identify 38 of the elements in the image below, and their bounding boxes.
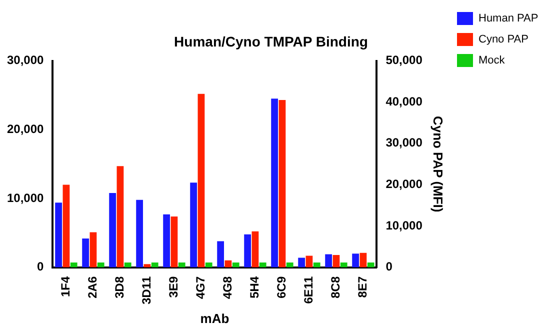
bar (198, 94, 205, 268)
chart-title: Human/Cyno TMPAP Binding (174, 33, 368, 50)
x-tick-label: 1F4 (58, 276, 73, 298)
y2-tick-label: 10,000 (386, 218, 423, 232)
legend-label: Mock (478, 54, 506, 67)
y2-axis-title: Cyno PAP (MFI) (430, 116, 446, 212)
bar (124, 262, 132, 268)
bar (217, 241, 224, 268)
x-tick-label: 3D11 (140, 276, 154, 304)
y-tick-label: 0 (37, 260, 44, 274)
x-tick-label: 5H4 (248, 276, 262, 298)
y2-tick-label: 30,000 (386, 136, 423, 150)
bar (136, 200, 143, 268)
bar (259, 262, 266, 268)
x-tick-label: 8C8 (328, 276, 343, 298)
y2-tick-label: 50,000 (386, 53, 423, 68)
x-tick-label: 8E7 (356, 276, 370, 298)
x-tick-label: 6E11 (302, 276, 316, 304)
y-tick-label: 10,000 (7, 190, 44, 205)
bar (178, 262, 186, 268)
x-tick-label: 3D8 (112, 276, 127, 298)
x-tick-label: 2A6 (86, 276, 100, 298)
x-axis-title: mAb (200, 310, 230, 326)
x-tick-label: 4G7 (194, 276, 208, 300)
x-tick-label: 4G8 (220, 276, 235, 300)
y-tick-label: 20,000 (7, 122, 44, 136)
bar (205, 262, 212, 268)
y-tick-label: 30,000 (7, 53, 44, 68)
legend-label: Human PAP (478, 12, 538, 25)
y2-tick-label: 20,000 (386, 177, 423, 192)
bar (97, 262, 104, 268)
bar (70, 262, 78, 268)
x-tick-label: 6C9 (274, 276, 289, 298)
legend-label: Cyno PAP (478, 34, 528, 46)
x-tick-label: 3E9 (166, 276, 181, 298)
y2-tick-label: 40,000 (386, 94, 423, 108)
bar (286, 262, 294, 268)
y2-tick-label: 0 (386, 260, 393, 274)
